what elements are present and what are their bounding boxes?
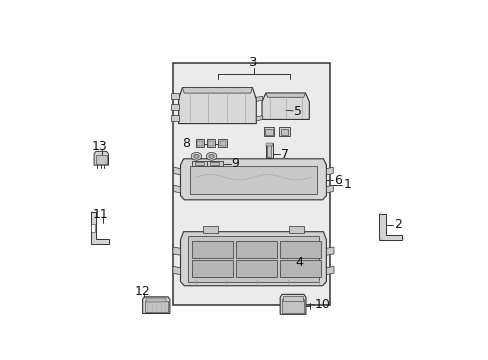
Polygon shape	[173, 185, 180, 193]
Polygon shape	[171, 104, 178, 110]
Bar	[265, 129, 272, 135]
Bar	[266, 144, 271, 157]
Polygon shape	[173, 247, 180, 255]
Text: 4: 4	[295, 256, 303, 269]
Polygon shape	[182, 87, 252, 93]
Text: 8: 8	[182, 137, 189, 150]
Bar	[236, 260, 276, 278]
Circle shape	[193, 154, 199, 158]
Bar	[265, 143, 272, 158]
Text: 13: 13	[92, 140, 107, 153]
Polygon shape	[326, 167, 332, 175]
Text: 7: 7	[280, 148, 288, 161]
Polygon shape	[256, 116, 262, 121]
Polygon shape	[173, 167, 180, 175]
Polygon shape	[178, 87, 256, 123]
Bar	[264, 127, 274, 136]
Bar	[189, 166, 316, 194]
Circle shape	[191, 152, 202, 160]
Polygon shape	[206, 161, 223, 166]
Polygon shape	[326, 266, 333, 275]
Bar	[219, 141, 225, 146]
Bar	[283, 296, 302, 301]
Text: 3: 3	[248, 56, 257, 69]
Text: 6: 6	[333, 174, 341, 187]
Polygon shape	[180, 159, 326, 200]
Polygon shape	[262, 93, 309, 120]
Bar	[191, 260, 232, 278]
Polygon shape	[265, 93, 305, 97]
Text: 11: 11	[93, 208, 108, 221]
Polygon shape	[171, 93, 178, 99]
Text: 1: 1	[343, 178, 350, 191]
Bar	[280, 240, 321, 258]
Bar	[203, 226, 218, 233]
Bar	[195, 139, 203, 147]
Bar	[146, 298, 166, 302]
Polygon shape	[180, 232, 326, 286]
Polygon shape	[326, 247, 333, 255]
Bar	[288, 226, 303, 233]
Polygon shape	[173, 266, 180, 275]
Bar	[218, 139, 226, 147]
Bar	[206, 139, 215, 147]
Polygon shape	[256, 96, 262, 102]
Bar	[236, 240, 276, 258]
Polygon shape	[280, 294, 305, 314]
Bar	[195, 162, 203, 165]
Bar	[144, 301, 167, 312]
Polygon shape	[90, 212, 109, 244]
Polygon shape	[326, 185, 332, 193]
Bar	[173, 63, 329, 305]
Circle shape	[208, 154, 214, 158]
Polygon shape	[191, 161, 207, 166]
Bar	[96, 156, 106, 164]
Bar	[188, 236, 318, 282]
Text: 2: 2	[393, 218, 401, 231]
Bar	[280, 129, 287, 135]
Text: 5: 5	[294, 105, 302, 118]
Text: 12: 12	[134, 285, 150, 298]
Bar	[265, 143, 272, 146]
Polygon shape	[94, 151, 108, 165]
Polygon shape	[379, 214, 401, 240]
Bar	[279, 127, 289, 136]
Bar	[91, 224, 95, 232]
Bar	[196, 141, 203, 146]
Circle shape	[206, 152, 217, 160]
Bar	[191, 240, 232, 258]
Bar	[208, 141, 214, 146]
Polygon shape	[171, 115, 178, 121]
Bar	[210, 162, 219, 165]
Text: 10: 10	[314, 298, 330, 311]
Bar	[282, 299, 303, 312]
Text: 9: 9	[231, 157, 239, 170]
Bar	[280, 260, 321, 278]
Polygon shape	[142, 297, 169, 314]
